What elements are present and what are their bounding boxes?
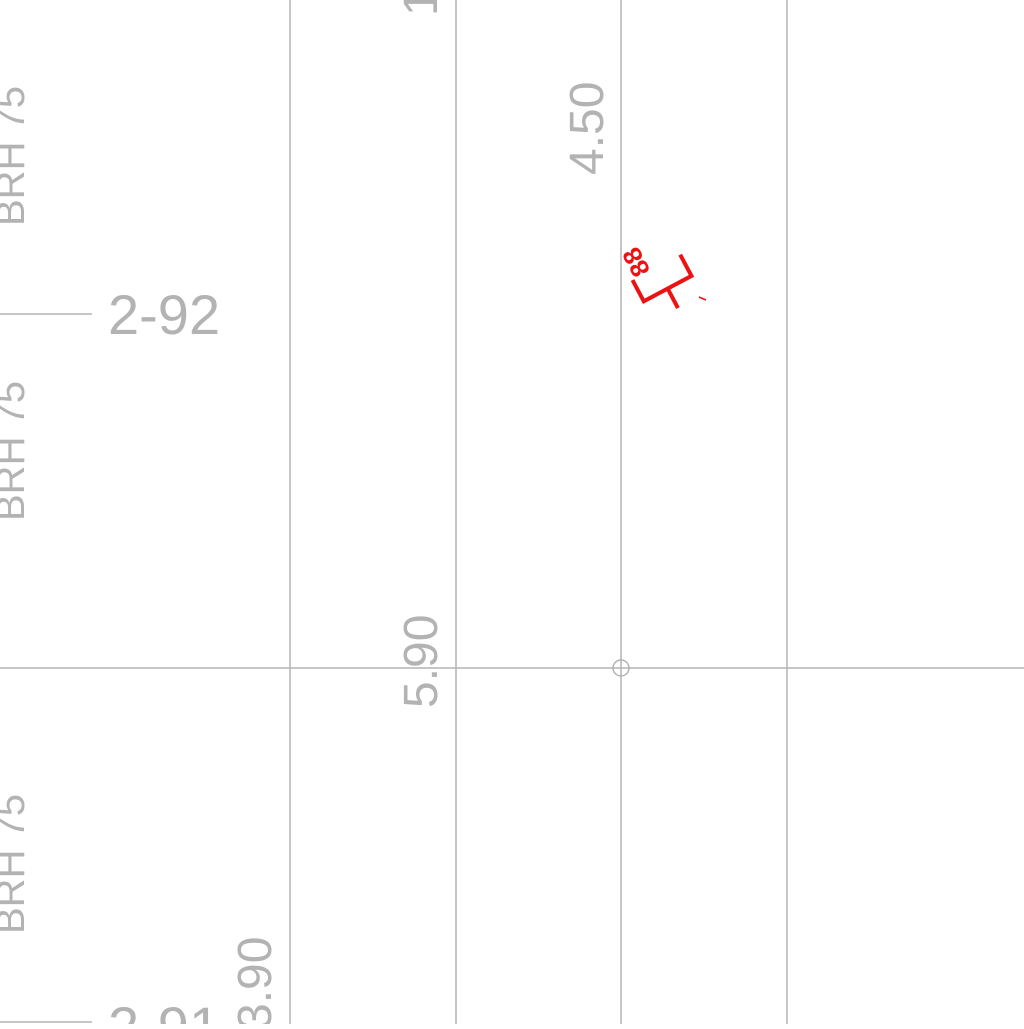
street-label-upper: BRH 75 [0, 86, 33, 226]
street-label-middle: BRH 75 [0, 381, 33, 521]
dimension-label-top-right: 4.50 [561, 82, 614, 175]
dimension-label-center: 5.90 [395, 615, 448, 708]
crosshair-icon [612, 659, 630, 677]
dimension-label-top-edge: 1 [395, 0, 448, 16]
street-label-lower: BRH 75 [0, 794, 33, 934]
dimension-label-bottom: 3.90 [229, 937, 282, 1024]
sheet-label-bottom: 2-91 [108, 995, 220, 1024]
sheet-label-top: 2-92 [108, 283, 220, 346]
survey-point-icon[interactable] [630, 253, 707, 321]
survey-point-label: 88 [616, 242, 656, 282]
